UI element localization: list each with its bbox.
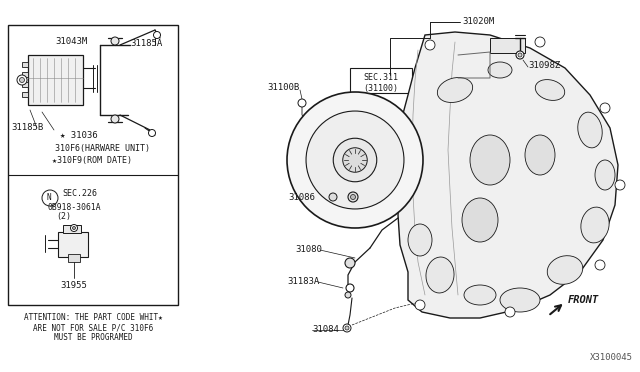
- Text: 31086: 31086: [288, 192, 315, 202]
- Text: ATTENTION: THE PART CODE WHIT★: ATTENTION: THE PART CODE WHIT★: [24, 314, 163, 323]
- Text: 31084: 31084: [312, 326, 339, 334]
- Text: SEC.311: SEC.311: [364, 74, 399, 83]
- Circle shape: [535, 37, 545, 47]
- Circle shape: [42, 190, 58, 206]
- Ellipse shape: [426, 257, 454, 293]
- Circle shape: [329, 193, 337, 201]
- Text: ★310F9(ROM DATE): ★310F9(ROM DATE): [52, 157, 132, 166]
- Circle shape: [19, 77, 24, 83]
- Ellipse shape: [408, 224, 432, 256]
- Bar: [58, 232, 88, 257]
- Text: ★ 31036: ★ 31036: [60, 131, 98, 140]
- Circle shape: [346, 284, 354, 292]
- Circle shape: [343, 148, 367, 172]
- Text: (31100): (31100): [364, 83, 399, 93]
- Ellipse shape: [437, 77, 473, 103]
- Bar: [350, 68, 412, 93]
- Ellipse shape: [578, 112, 602, 148]
- Circle shape: [70, 224, 77, 231]
- Circle shape: [595, 260, 605, 270]
- Circle shape: [72, 227, 76, 230]
- Text: (2): (2): [56, 212, 71, 221]
- Text: X3100045: X3100045: [590, 353, 633, 362]
- Circle shape: [516, 51, 524, 59]
- Circle shape: [111, 37, 119, 45]
- Text: MUST BE PROGRAMED: MUST BE PROGRAMED: [54, 334, 132, 343]
- Ellipse shape: [581, 207, 609, 243]
- Ellipse shape: [595, 160, 615, 190]
- Bar: [490, 38, 525, 53]
- Circle shape: [345, 292, 351, 298]
- Circle shape: [615, 180, 625, 190]
- Circle shape: [348, 192, 358, 202]
- Circle shape: [600, 103, 610, 113]
- Circle shape: [154, 32, 161, 38]
- Circle shape: [345, 326, 349, 330]
- Bar: [68, 254, 80, 262]
- Ellipse shape: [535, 80, 564, 100]
- Text: 31043M: 31043M: [55, 38, 87, 46]
- Text: SEC.226: SEC.226: [62, 189, 97, 199]
- Text: 31185A: 31185A: [130, 38, 163, 48]
- Text: N: N: [47, 193, 51, 202]
- Circle shape: [148, 129, 156, 137]
- Ellipse shape: [488, 62, 512, 78]
- Circle shape: [425, 40, 435, 50]
- Text: 310F6(HARWARE UNIT): 310F6(HARWARE UNIT): [55, 144, 150, 153]
- Circle shape: [345, 258, 355, 268]
- Circle shape: [343, 324, 351, 332]
- Ellipse shape: [464, 285, 496, 305]
- Circle shape: [505, 307, 515, 317]
- Text: 31183A: 31183A: [287, 278, 319, 286]
- Bar: [8, 25, 178, 305]
- Text: ARE NOT FOR SALE P/C 310F6: ARE NOT FOR SALE P/C 310F6: [33, 324, 153, 333]
- Text: 31098Z: 31098Z: [528, 61, 560, 70]
- Bar: [63, 225, 81, 233]
- Text: 0B918-3061A: 0B918-3061A: [47, 202, 100, 212]
- Circle shape: [333, 138, 377, 182]
- Circle shape: [415, 300, 425, 310]
- Bar: [22, 82, 28, 87]
- Text: FRONT: FRONT: [568, 295, 599, 305]
- Bar: [22, 72, 28, 77]
- Circle shape: [111, 115, 119, 123]
- Bar: [28, 55, 83, 105]
- Text: 31955: 31955: [60, 280, 87, 289]
- Bar: [22, 62, 28, 67]
- Text: 31185B: 31185B: [11, 124, 44, 132]
- Circle shape: [351, 195, 355, 199]
- Circle shape: [287, 92, 423, 228]
- Text: 31100B: 31100B: [267, 83, 300, 93]
- Text: 31020M: 31020M: [462, 16, 494, 26]
- Text: 31080: 31080: [295, 246, 322, 254]
- Ellipse shape: [500, 288, 540, 312]
- Ellipse shape: [462, 198, 498, 242]
- Ellipse shape: [525, 135, 555, 175]
- Polygon shape: [398, 32, 618, 318]
- Ellipse shape: [470, 135, 510, 185]
- Circle shape: [518, 53, 522, 57]
- Ellipse shape: [547, 256, 583, 284]
- Circle shape: [298, 99, 306, 107]
- Bar: [22, 92, 28, 97]
- Circle shape: [306, 111, 404, 209]
- Circle shape: [17, 75, 27, 85]
